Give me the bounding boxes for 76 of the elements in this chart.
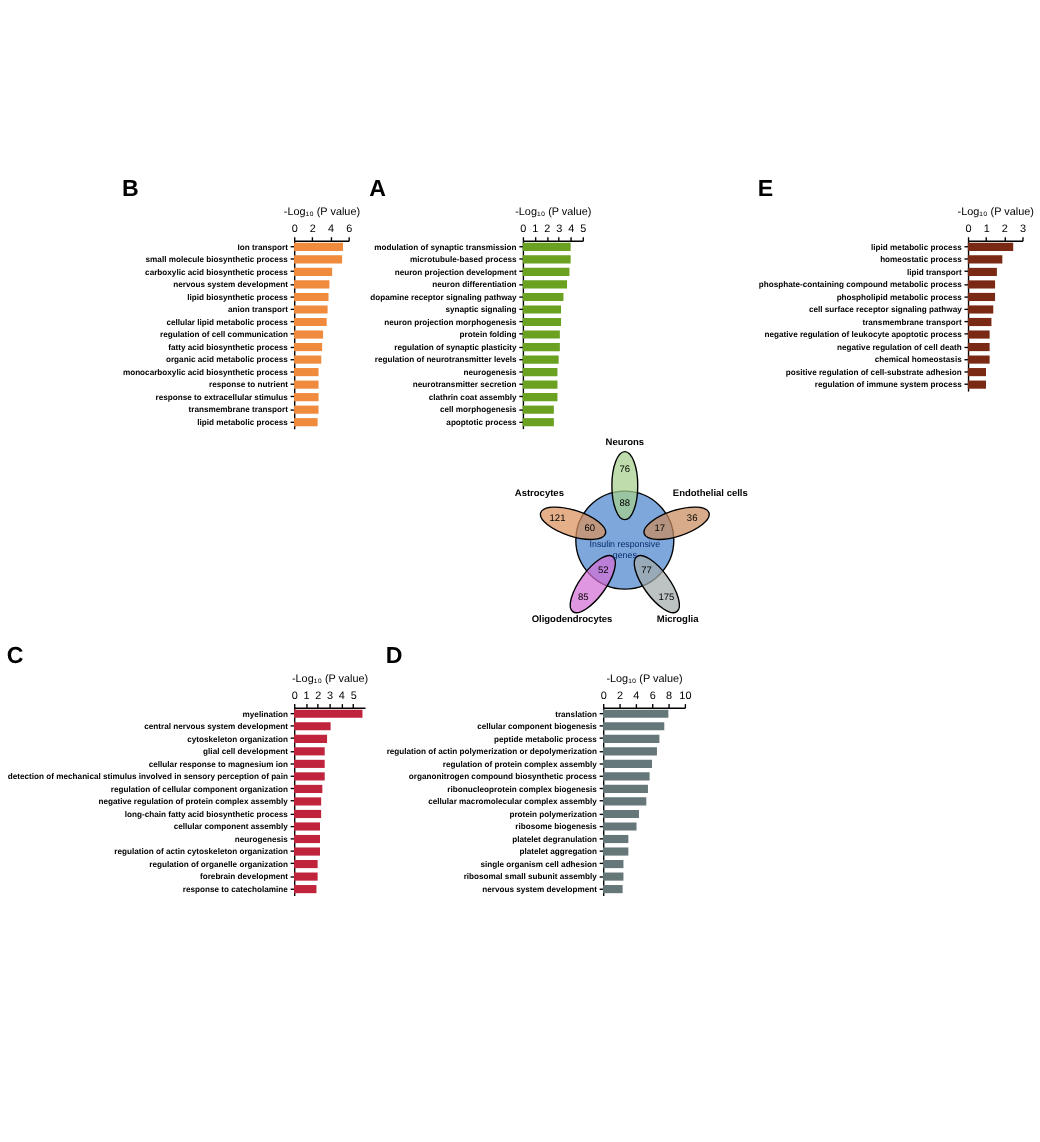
bar: [522, 267, 570, 276]
bar: [603, 872, 624, 881]
bar: [294, 405, 319, 414]
bar: [967, 380, 986, 389]
bar: [294, 772, 325, 781]
text: E: [757, 177, 774, 202]
bar: [603, 784, 648, 793]
text: D: [385, 644, 403, 669]
bar: [522, 418, 554, 427]
bar: [967, 280, 996, 289]
bar: [294, 317, 327, 327]
bar: [294, 885, 317, 894]
bar: [294, 847, 320, 856]
bar: [294, 809, 322, 819]
bar: [522, 242, 571, 251]
bar: [294, 722, 331, 731]
bar: [294, 280, 330, 289]
bar: [294, 330, 324, 339]
bar: [603, 734, 660, 743]
bar: [294, 822, 320, 831]
bar: [522, 280, 568, 289]
bar: [294, 747, 325, 756]
bar: [603, 822, 637, 831]
bar: [967, 292, 996, 302]
bar: [603, 847, 629, 856]
bar: [967, 317, 992, 327]
bar: [522, 317, 562, 327]
bar: [522, 405, 554, 414]
bar: [967, 342, 990, 352]
bar: [603, 834, 629, 844]
bar: [603, 859, 624, 869]
bar: [294, 267, 333, 276]
bar: [294, 355, 322, 364]
bar: [294, 797, 322, 806]
bar: [522, 368, 558, 377]
bar: [603, 709, 669, 718]
bar: [294, 292, 329, 302]
bar: [603, 885, 623, 894]
bar: [522, 255, 571, 264]
bar: [294, 872, 318, 881]
bar: [967, 330, 990, 339]
bar: [294, 859, 318, 869]
chart-title: B: [122, 177, 139, 202]
bar: [522, 305, 562, 314]
bar: [603, 809, 639, 819]
bar: [294, 368, 319, 377]
bar: [294, 342, 323, 352]
bar: [294, 834, 320, 844]
bar: [967, 355, 990, 364]
bar: [603, 772, 650, 781]
bar: [522, 330, 560, 339]
bar: [294, 784, 323, 793]
bar: [603, 759, 653, 768]
bar: [967, 267, 997, 276]
bar: [522, 380, 558, 389]
bar: [294, 734, 328, 743]
bar: [522, 355, 559, 364]
bar: [967, 368, 986, 377]
text: C: [6, 644, 25, 669]
bar: [522, 393, 558, 402]
bar: [294, 255, 343, 264]
chart-title: A: [369, 177, 388, 202]
bar: [603, 747, 657, 756]
bar: [294, 380, 319, 389]
bar: [294, 305, 328, 314]
bar: [294, 393, 319, 402]
bar: [603, 722, 665, 731]
bar: [294, 418, 318, 427]
bar: [522, 292, 564, 302]
bar: [294, 242, 344, 251]
bar: [967, 255, 1003, 264]
bar: [967, 305, 994, 314]
bar: [967, 242, 1014, 251]
bar: [603, 797, 647, 806]
bar: [294, 759, 325, 768]
bar: [522, 342, 560, 352]
